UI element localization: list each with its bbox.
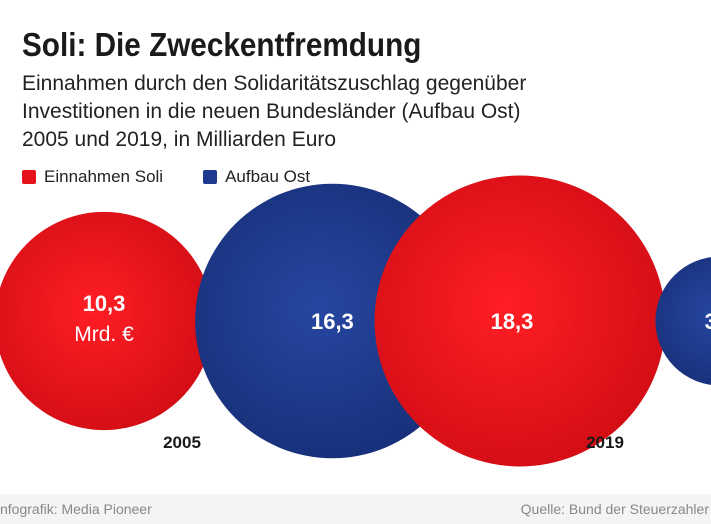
year-label-2005: 2005 (163, 433, 201, 452)
footer-credit: nfografik: Media Pioneer (0, 501, 152, 517)
unit-label-2005: Mrd. € (74, 323, 134, 346)
bubble-soli-2005 (0, 211, 214, 431)
legend: Einnahmen Soli Aufbau Ost (22, 167, 350, 187)
legend-item-aufbau: Aufbau Ost (203, 167, 310, 187)
legend-swatch-soli (22, 170, 36, 184)
legend-item-soli: Einnahmen Soli (22, 167, 163, 187)
value-label-aufbau-2019: 3,6 (705, 309, 711, 334)
legend-label-aufbau: Aufbau Ost (225, 167, 311, 186)
footer-source: Quelle: Bund der Steuerzahler (520, 501, 709, 517)
chart-title: Soli: Die Zweckentfremdung (22, 26, 422, 63)
subtitle-line-2: Investitionen in die neuen Bundesländer … (22, 100, 521, 123)
bubble-chart: 10,3 Mrd. € 16,3 2005 18,3 3,6 2019 (0, 175, 711, 467)
value-label-aufbau-2005: 16,3 (311, 309, 354, 334)
bubble-aufbau-2019 (655, 257, 711, 385)
legend-swatch-aufbau (203, 170, 218, 184)
chart-subtitle: Einnahmen durch den Solidaritätszuschlag… (22, 70, 526, 154)
legend-label-soli: Einnahmen Soli (44, 167, 164, 186)
value-label-soli-2005: 10,3 (83, 291, 126, 316)
footer: nfografik: Media Pioneer Quelle: Bund de… (0, 494, 711, 524)
value-label-soli-2019: 18,3 (491, 309, 534, 334)
bubble-soli-2019 (374, 175, 666, 467)
subtitle-line-3: 2005 und 2019, in Milliarden Euro (22, 128, 337, 151)
year-label-2019: 2019 (586, 433, 624, 452)
subtitle-line-1: Einnahmen durch den Solidaritätszuschlag… (22, 72, 527, 95)
